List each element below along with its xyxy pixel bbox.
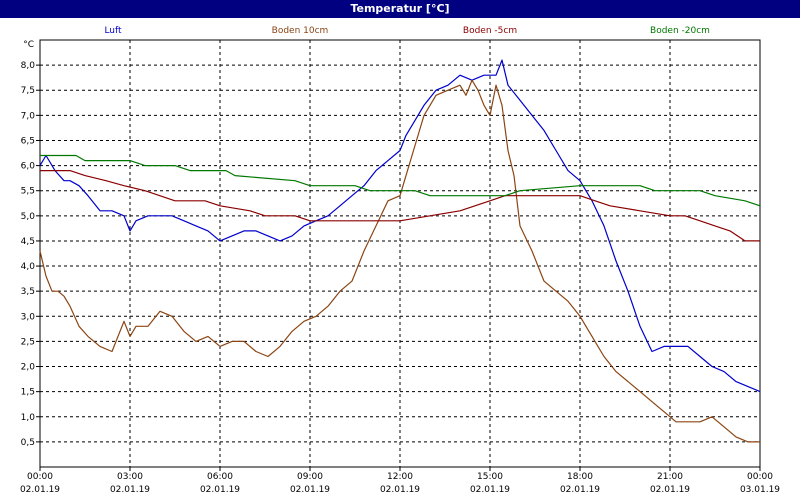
x-tick-time: 00:00 [27, 472, 53, 482]
y-tick-label: 8,0 [21, 61, 36, 71]
x-tick-date: 02.01.19 [110, 485, 150, 495]
series-line-boden-20cm [40, 154, 761, 207]
x-tick-date: 02.01.19 [650, 485, 690, 495]
y-tick-label: 7,5 [21, 86, 35, 96]
x-tick-date: 02.01.19 [470, 485, 510, 495]
y-tick-label: 6,0 [21, 162, 36, 172]
x-tick-time: 12:00 [387, 472, 413, 482]
y-tick-label: 3,0 [21, 312, 36, 322]
y-tick-label: 6,5 [21, 136, 35, 146]
y-tick-label: 0,5 [21, 438, 35, 448]
x-tick-date: 02.01.19 [290, 485, 330, 495]
y-axis-unit: °C [23, 40, 34, 50]
x-tick-date: 02.01.19 [200, 485, 240, 495]
y-tick-label: 1,0 [21, 413, 36, 423]
y-tick-label: 5,0 [21, 212, 36, 222]
y-tick-label: 1,5 [21, 388, 35, 398]
y-tick-label: 4,0 [21, 262, 36, 272]
x-tick-time: 21:00 [657, 472, 683, 482]
y-tick-label: 3,5 [21, 287, 35, 297]
x-tick-date: 02.01.19 [20, 485, 60, 495]
series-line-luft [39, 59, 761, 393]
legend-entry: Boden -20cm [650, 26, 710, 36]
x-tick-date: 02.01.19 [560, 485, 600, 495]
x-tick-time: 15:00 [477, 472, 503, 482]
legend-entry: Boden 10cm [272, 26, 329, 36]
window-title: Temperatur [°C] [0, 0, 800, 18]
x-tick-time: 18:00 [567, 472, 593, 482]
x-tick-date: 03.01.19 [740, 485, 780, 495]
x-tick-date: 02.01.19 [380, 485, 420, 495]
series-line-boden-5cm [40, 170, 760, 242]
y-tick-label: 4,5 [21, 237, 35, 247]
y-tick-label: 5,5 [21, 187, 35, 197]
x-tick-time: 00:00 [747, 472, 773, 482]
legend-entry: Boden -5cm [463, 26, 517, 36]
x-tick-time: 03:00 [117, 472, 143, 482]
y-tick-label: 7,0 [21, 111, 36, 121]
series-line-boden-10cm [39, 79, 760, 443]
x-tick-time: 09:00 [297, 472, 323, 482]
y-tick-label: 2,0 [21, 363, 36, 373]
x-tick-time: 06:00 [207, 472, 233, 482]
legend-entry: Luft [104, 26, 122, 36]
y-tick-label: 2,5 [21, 337, 35, 347]
